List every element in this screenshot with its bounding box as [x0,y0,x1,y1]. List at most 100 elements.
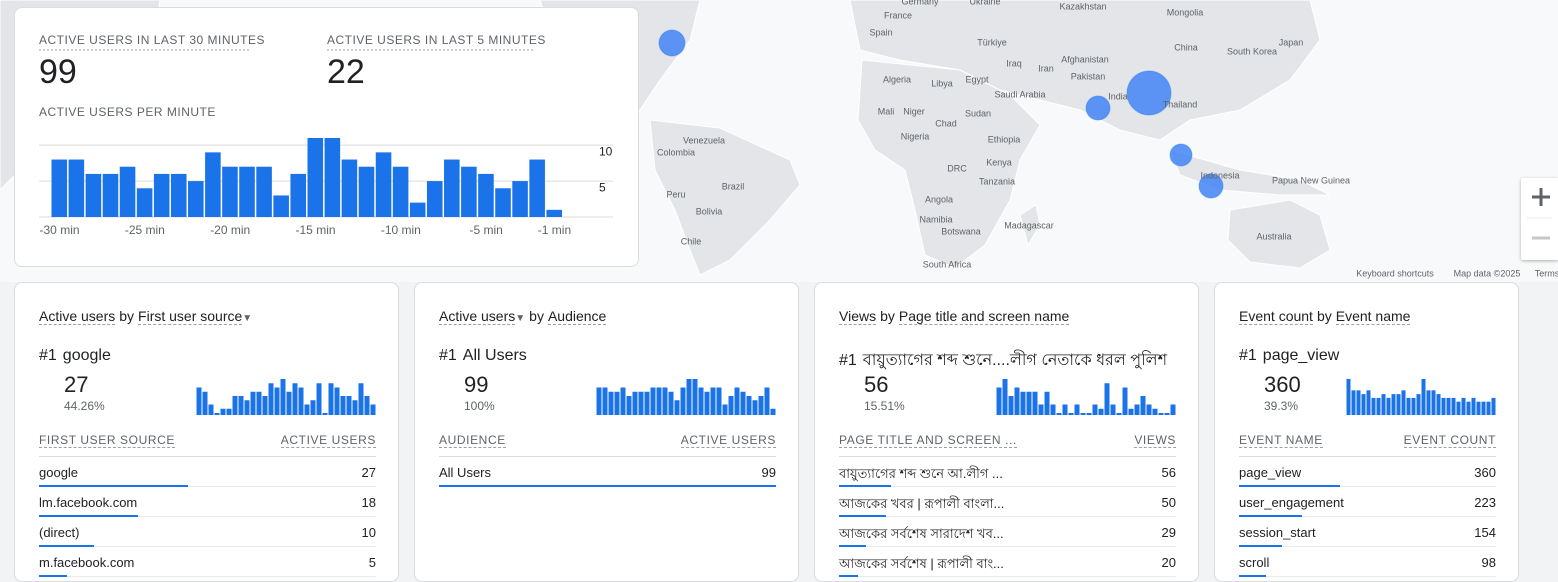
spark-bar [1044,391,1050,415]
table-row[interactable]: আজকের সর্বশেষ সারাদেশ খব... 29 [839,516,1176,547]
spark-bar [1170,404,1176,415]
spark-bar [352,400,358,415]
row-bar [39,515,139,517]
bar [444,159,460,217]
rank: #1 [1239,347,1257,364]
country-label: Germany [901,0,939,6]
bar [392,166,409,217]
bar [119,166,136,217]
spark-bar [1406,397,1411,415]
column-header: EVENT COUNT [1403,433,1496,448]
metric-label: ACTIVE USERS IN LAST 5 MINUTES [327,33,546,47]
spark-bar [1098,408,1104,415]
table-row[interactable]: user_engagement 223 [1239,486,1496,517]
top-name: google [62,347,111,364]
table-row[interactable]: session_start 154 [1239,516,1496,547]
table-row[interactable]: (direct) 10 [39,516,376,547]
bar [358,166,375,217]
spark-bar [1361,394,1366,415]
spark-bar [710,387,716,415]
spark-bar [632,391,638,415]
row-label: আজকের খবর | রূপালী বাংলা... [839,496,1005,511]
country-label: Ukraine [969,0,1000,6]
table-row[interactable]: বায়ুত্যাগের শব্দ শুনে আ.লীগ ... 56 [839,456,1176,487]
dimension: First user source [138,308,243,325]
spark-bar [662,387,668,415]
table-row[interactable]: google 27 [39,456,376,487]
spark-bar [346,396,352,415]
zoom-icons [1527,188,1552,240]
table-row[interactable]: আজকের সর্বশেষ | রূপালী বাং... 20 [839,546,1176,577]
bubble [1126,70,1172,116]
x-tick-label: -30 min [40,223,80,237]
table-row[interactable]: All Users 99 [439,456,776,487]
bar [102,173,119,217]
spark-bar [1436,394,1441,415]
spark-bar [328,383,334,415]
bar [341,159,358,217]
spark-bar [1441,397,1446,415]
table-row[interactable]: scroll 98 [1239,546,1496,577]
country-label: Türkiye [977,37,1007,47]
spark-bar [1446,397,1451,415]
bar [51,159,68,217]
spark-bar [1116,413,1122,415]
bar [290,173,306,217]
bubble [1085,95,1111,121]
metric-label: ACTIVE USERS IN LAST 30 MINUTES [39,33,265,47]
summary-card: ACTIVE USERS IN LAST 30 MINUTES 99 ACTIVE … [14,7,639,267]
country-label: Mongolia [1167,7,1204,17]
sparkline [1346,379,1496,415]
table-header: FIRST USER SOURCE ACTIVE USERS [39,433,376,457]
spark-bar [1164,413,1170,415]
top-item: #1 google [39,347,111,365]
bar [478,173,494,217]
bar [205,152,221,217]
sparkline [196,379,376,415]
spark-bar [716,387,722,415]
country-label: Papua New Guinea [1272,175,1350,185]
top-share: 15.51% [864,399,905,413]
card-title: Active users by First user source▼ [39,308,252,325]
report-card: Views by Page title and screen name #1 বায়ু… [814,282,1199,582]
bar [222,166,238,217]
row-value: 56 [1161,465,1176,480]
spark-bar [1466,401,1471,415]
top-value: 56 [864,372,889,397]
spark-bar [1391,394,1396,415]
spark-bar [1140,396,1146,415]
spark-bar [722,404,728,415]
spark-bar [196,387,202,415]
spark-bar [1396,394,1401,415]
x-tick-label: -1 min [538,223,571,237]
country-label: Spain [869,27,892,37]
spark-bar [208,404,214,415]
spark-bar [1038,404,1044,415]
top-value: 27 [64,372,89,397]
spark-bar [770,408,776,415]
bar [409,202,426,217]
dropdown[interactable]: ▼ [515,313,526,324]
y-tick-label: 10 [599,144,613,158]
table-row[interactable]: m.facebook.com 5 [39,546,376,577]
table-row[interactable]: page_view 360 [1239,456,1496,487]
country-label: Colombia [657,147,695,157]
row-label: user_engagement [1239,495,1344,510]
top-name: page_view [1262,347,1340,364]
top-value: 360 [1264,372,1301,397]
bubble [1198,173,1224,199]
table-row[interactable]: আজকের খবর | রূপালী বাংলা... 50 [839,486,1176,517]
spark-bar [1421,379,1426,415]
bar [529,159,545,217]
table-row[interactable]: lm.facebook.com 18 [39,486,376,517]
spark-bar [256,391,262,415]
spark-bar [704,391,710,415]
rank: #1 [39,347,57,364]
metric: Views [839,308,877,325]
spark-bar [364,396,370,415]
row-bar [839,545,867,547]
table-header: EVENT NAME EVENT COUNT [1239,433,1496,457]
metric: Event count [1239,308,1313,325]
bar [495,188,511,217]
by: by [880,308,895,324]
